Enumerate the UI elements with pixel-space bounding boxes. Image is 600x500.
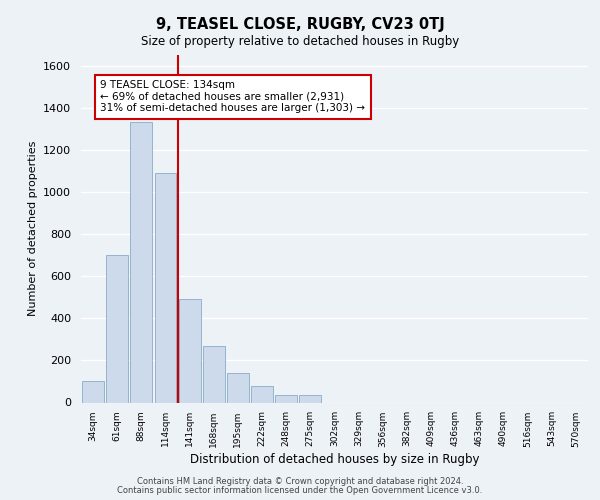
Bar xyxy=(251,386,273,402)
Bar xyxy=(106,255,128,402)
Text: Contains HM Land Registry data © Crown copyright and database right 2024.: Contains HM Land Registry data © Crown c… xyxy=(137,477,463,486)
Text: 9, TEASEL CLOSE, RUGBY, CV23 0TJ: 9, TEASEL CLOSE, RUGBY, CV23 0TJ xyxy=(155,18,445,32)
Bar xyxy=(179,300,200,403)
Text: Contains public sector information licensed under the Open Government Licence v3: Contains public sector information licen… xyxy=(118,486,482,495)
Text: 9 TEASEL CLOSE: 134sqm
← 69% of detached houses are smaller (2,931)
31% of semi-: 9 TEASEL CLOSE: 134sqm ← 69% of detached… xyxy=(100,80,365,114)
Bar xyxy=(227,373,249,402)
Text: Size of property relative to detached houses in Rugby: Size of property relative to detached ho… xyxy=(141,35,459,48)
Bar xyxy=(299,395,321,402)
Bar xyxy=(155,173,176,402)
X-axis label: Distribution of detached houses by size in Rugby: Distribution of detached houses by size … xyxy=(190,454,479,466)
Bar xyxy=(203,346,224,403)
Y-axis label: Number of detached properties: Number of detached properties xyxy=(28,141,38,316)
Bar xyxy=(275,395,297,402)
Bar xyxy=(130,122,152,402)
Bar xyxy=(82,382,104,402)
